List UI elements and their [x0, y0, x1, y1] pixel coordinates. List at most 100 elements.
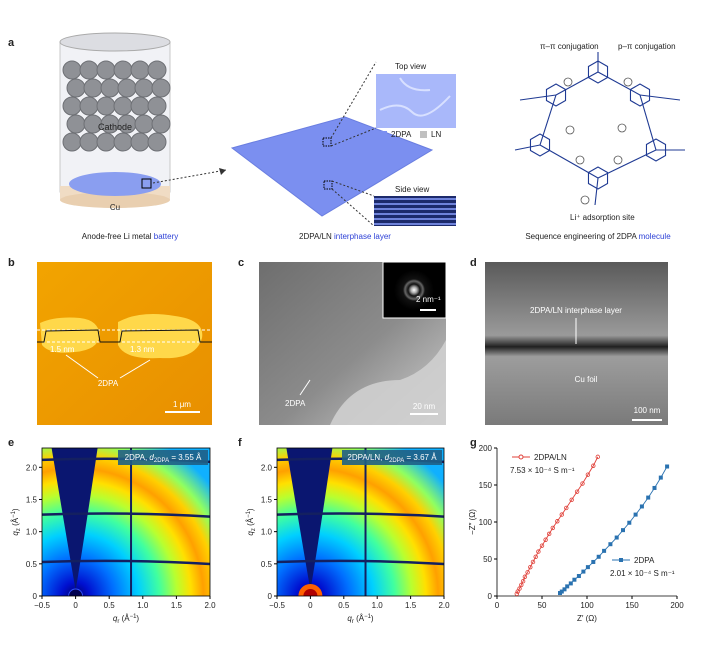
x-tick-label: 100	[580, 601, 594, 610]
label-part: q	[347, 614, 352, 623]
x-tick-label: 1.5	[405, 601, 417, 610]
fft-pattern	[394, 270, 434, 310]
arrow	[152, 169, 227, 184]
li-disk	[69, 172, 161, 196]
bond	[539, 94, 557, 146]
y-tick-label: 1.0	[261, 528, 273, 537]
x-tick-label: 0	[308, 601, 313, 610]
y-axis-label: qz (Å−1)	[11, 508, 22, 536]
label-part: r	[117, 619, 119, 625]
x-tick-label: 200	[670, 601, 684, 610]
y-axis-label: −Z″ (Ω)	[468, 509, 477, 535]
label-part: (Å	[119, 614, 130, 623]
inset-scale: 2 nm⁻¹	[416, 295, 441, 304]
annotation-part: 2DPA	[154, 458, 169, 464]
panel-label: f	[238, 437, 242, 449]
conductivity: 7.53 × 10⁻⁴ S m⁻¹	[510, 466, 575, 475]
adsorption-site	[623, 77, 633, 87]
annotation: π–π conjugation	[540, 42, 599, 51]
y-tick-label: 1.5	[261, 495, 273, 504]
annotation-box	[118, 450, 208, 465]
legend-label: 2DPA/LN	[534, 453, 567, 462]
adsorption-site	[617, 123, 627, 133]
label-part: −1	[11, 510, 17, 518]
legend-swatch	[420, 131, 427, 138]
x-axis-label: qr (Å−1)	[347, 614, 374, 625]
label-part: (Å	[11, 517, 20, 528]
caption: Sequence engineering of 2DPA molecule	[525, 232, 671, 241]
point	[555, 519, 560, 524]
label-part: r	[352, 619, 354, 625]
point	[591, 463, 596, 468]
x-tick-label: 0.5	[104, 601, 116, 610]
zoom-box	[322, 137, 332, 147]
point	[581, 569, 586, 574]
point	[525, 570, 530, 575]
x-tick-label: −0.5	[34, 601, 50, 610]
sphere	[147, 60, 167, 80]
substrate-label: Cu foil	[575, 375, 598, 384]
point	[517, 586, 522, 591]
y-tick-label: 50	[483, 555, 492, 564]
y-tick-label: 150	[479, 481, 493, 490]
top-view-cracks	[379, 77, 451, 117]
arrow-head	[219, 168, 226, 175]
sphere	[62, 132, 82, 152]
thickness: 1.3 nm	[130, 345, 155, 354]
scale-label: 1 μm	[173, 400, 191, 409]
bond	[597, 71, 641, 96]
zoom-line	[330, 127, 377, 147]
panel-c: c 2 nm⁻¹ 2DPA 20 nm	[238, 257, 447, 425]
point	[550, 525, 555, 531]
label-part: q	[246, 531, 255, 536]
sphere	[130, 96, 150, 116]
legend-swatch	[380, 131, 387, 138]
bond	[539, 144, 599, 179]
y-tick-label: 200	[479, 444, 493, 453]
material-label: 2DPA	[285, 399, 306, 408]
bond	[555, 71, 599, 96]
label-part: )	[371, 614, 374, 623]
sheet	[230, 116, 434, 217]
beam-stop	[303, 589, 318, 596]
y-tick-label: 100	[479, 518, 493, 527]
y-tick-label: 1.5	[26, 495, 38, 504]
bond	[519, 94, 557, 101]
layer-label: 2DPA/LN interphase layer	[530, 306, 622, 315]
y-tick-label: 0.5	[26, 560, 38, 569]
point	[572, 577, 577, 582]
benzene	[587, 60, 609, 84]
pointer	[299, 379, 311, 396]
legend-label: 2DPA	[391, 130, 412, 139]
background-region	[330, 340, 446, 425]
point	[608, 542, 613, 547]
detector-gap	[42, 512, 210, 518]
point	[559, 512, 564, 517]
annotation-part: 2DPA,	[125, 453, 150, 462]
point	[569, 497, 574, 502]
point	[519, 582, 524, 588]
point	[580, 481, 585, 486]
sphere	[134, 114, 154, 134]
sphere	[100, 78, 120, 98]
sphere	[113, 96, 133, 116]
x-tick-label: 2.0	[438, 601, 450, 610]
panel-d: d 2DPA/LN interphase layer Cu foil 100 n…	[470, 257, 668, 425]
zoom-line	[331, 180, 375, 197]
point	[539, 543, 545, 548]
point	[559, 589, 564, 594]
battery-cap	[59, 32, 171, 52]
panel-label: a	[8, 37, 15, 49]
missing-wedge	[51, 448, 98, 590]
adsorption-site	[575, 155, 585, 165]
y-tick-label: 0	[33, 592, 38, 601]
point	[627, 520, 632, 525]
point	[543, 537, 548, 542]
point	[568, 581, 573, 586]
x-tick-label: 0	[495, 601, 500, 610]
x-tick-label: 150	[625, 601, 639, 610]
height-profile	[37, 329, 212, 343]
point	[633, 512, 638, 517]
y-tick-label: 0.5	[261, 560, 273, 569]
point	[564, 505, 569, 511]
